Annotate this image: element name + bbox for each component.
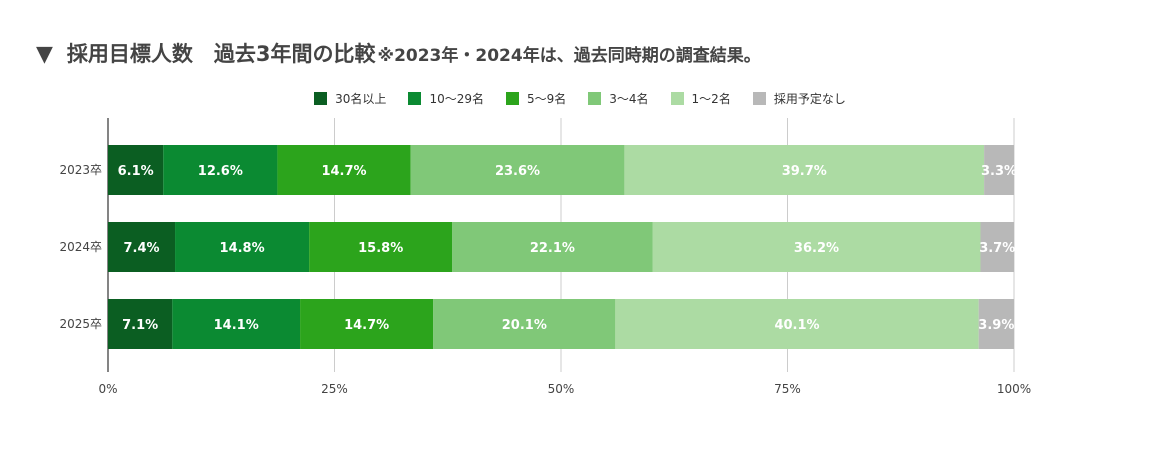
legend-swatch-5 <box>752 92 766 105</box>
bar-segment-2-4[interactable] <box>615 299 979 349</box>
bar-segment-0-1[interactable] <box>163 145 278 195</box>
bar-segment-2-1[interactable] <box>172 299 301 349</box>
bar-segment-1-2[interactable] <box>309 222 453 272</box>
legend-item-1[interactable]: 10〜29名 <box>408 90 484 107</box>
legend-swatch-0 <box>314 92 328 105</box>
bar-segment-0-5[interactable] <box>984 145 1014 195</box>
data-label-2-3: 20.1% <box>502 318 547 333</box>
category-label-2: 2025卒 <box>59 317 102 331</box>
x-tick-label-1: 25% <box>321 382 348 396</box>
data-label-1-1: 14.8% <box>220 241 265 256</box>
bar-segment-1-0[interactable] <box>108 222 176 272</box>
legend-item-5[interactable]: 採用予定なし <box>752 90 846 107</box>
bar-segment-0-3[interactable] <box>410 145 625 195</box>
data-label-2-2: 14.7% <box>344 318 389 333</box>
data-label-2-5: 3.9% <box>978 318 1014 333</box>
data-label-0-5: 3.3% <box>981 164 1017 179</box>
legend-item-4[interactable]: 1〜2名 <box>670 90 731 107</box>
legend-swatch-1 <box>408 92 422 105</box>
legend-swatch-2 <box>505 92 519 105</box>
data-label-1-3: 22.1% <box>530 241 575 256</box>
category-label-1: 2024卒 <box>59 240 102 254</box>
chart-title-row: ▼ 採用目標人数 過去3年間の比較 ※2023年・2024年は、過去同時期の調査… <box>36 38 761 78</box>
bar-segment-2-2[interactable] <box>300 299 434 349</box>
bar-segment-0-4[interactable] <box>624 145 985 195</box>
data-label-2-1: 14.1% <box>214 318 259 333</box>
legend-label-2: 5〜9名 <box>526 92 567 106</box>
legend-item-3[interactable]: 3〜4名 <box>588 90 649 107</box>
legend-label-1: 10〜29名 <box>429 92 484 106</box>
x-tick-label-3: 75% <box>774 382 801 396</box>
data-label-0-4: 39.7% <box>782 164 827 179</box>
legend: 30名以上 10〜29名 5〜9名 3〜4名 1〜2名 採用予定なし <box>0 90 1160 107</box>
chart-title: 採用目標人数 過去3年間の比較 <box>66 42 376 66</box>
legend-swatch-3 <box>588 92 602 105</box>
legend-item-2[interactable]: 5〜9名 <box>505 90 567 107</box>
legend-label-5: 採用予定なし <box>773 92 846 106</box>
data-label-0-3: 23.6% <box>495 164 540 179</box>
bar-segment-0-0[interactable] <box>108 145 164 195</box>
bar-segment-2-0[interactable] <box>108 299 173 349</box>
legend-label-3: 3〜4名 <box>609 92 649 106</box>
data-label-2-0: 7.1% <box>122 318 158 333</box>
data-label-1-0: 7.4% <box>123 241 159 256</box>
legend-label-4: 1〜2名 <box>691 92 731 106</box>
bar-segment-1-3[interactable] <box>452 222 653 272</box>
bar-segment-2-3[interactable] <box>433 299 616 349</box>
bar-segment-2-5[interactable] <box>978 299 1014 349</box>
data-label-0-1: 12.6% <box>198 164 243 179</box>
x-tick-label-4: 100% <box>997 382 1031 396</box>
triangle-marker-icon: ▼ <box>36 42 53 67</box>
data-label-1-2: 15.8% <box>358 241 403 256</box>
legend-item-0[interactable]: 30名以上 <box>314 90 386 107</box>
chart-note: ※2023年・2024年は、過去同時期の調査結果。 <box>377 46 761 66</box>
data-label-2-4: 40.1% <box>774 318 819 333</box>
bar-segment-0-2[interactable] <box>277 145 411 195</box>
data-label-0-0: 6.1% <box>118 164 154 179</box>
legend-label-0: 30名以上 <box>335 92 387 106</box>
bar-segment-1-5[interactable] <box>980 222 1014 272</box>
category-label-0: 2023卒 <box>59 163 102 177</box>
bar-segment-1-1[interactable] <box>175 222 310 272</box>
data-label-1-4: 36.2% <box>794 241 839 256</box>
x-tick-label-2: 50% <box>548 382 575 396</box>
data-label-0-2: 14.7% <box>321 164 366 179</box>
x-tick-label-0: 0% <box>98 382 117 396</box>
bar-segment-1-4[interactable] <box>652 222 981 272</box>
data-label-1-5: 3.7% <box>979 241 1015 256</box>
legend-swatch-4 <box>670 92 684 105</box>
